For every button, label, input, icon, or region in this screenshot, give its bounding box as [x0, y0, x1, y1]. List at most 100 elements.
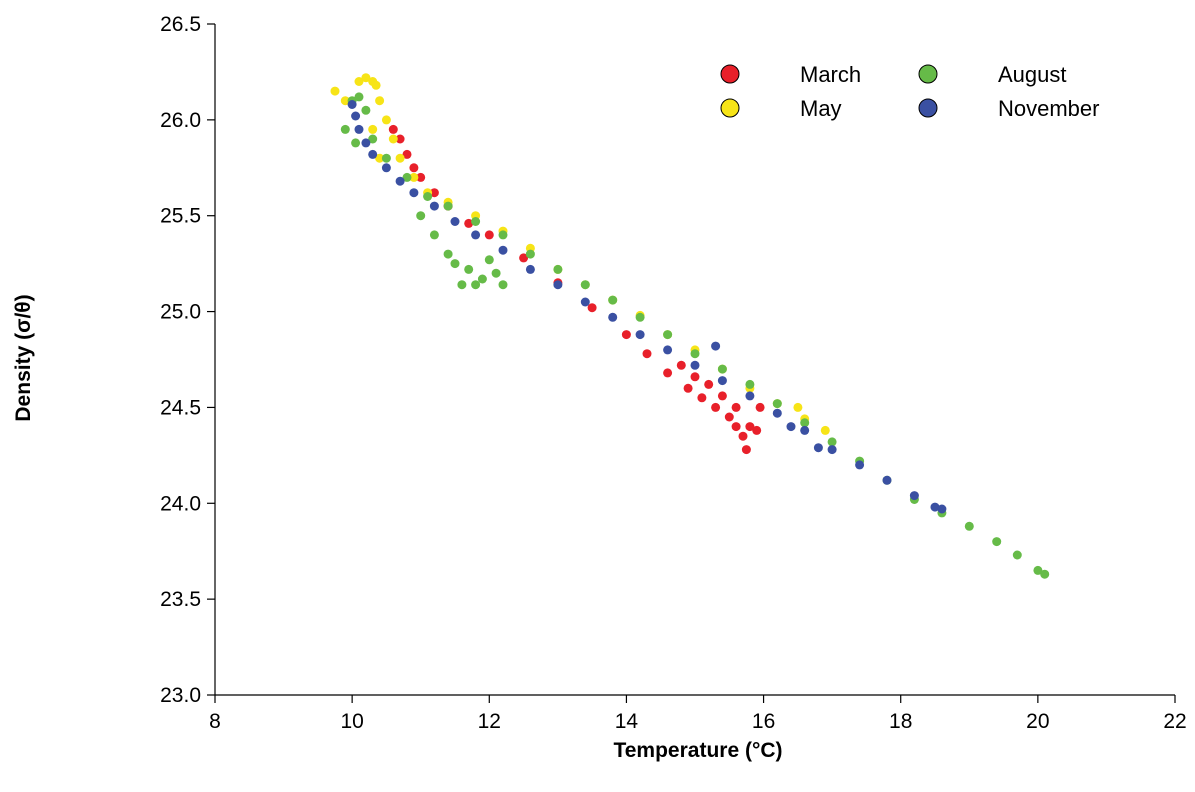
point-november-1: [351, 111, 361, 121]
point-november-22: [800, 425, 810, 435]
point-august-10: [471, 217, 481, 226]
point-november-19: [717, 376, 727, 386]
point-august-41: [498, 280, 508, 290]
point-august-30: [1012, 550, 1022, 560]
point-november-31: [786, 422, 796, 432]
series-november: [347, 100, 947, 514]
legend-marker-may: [720, 98, 740, 118]
point-august-4: [351, 138, 361, 148]
x-tick-label-1: 10: [340, 710, 363, 733]
point-november-14: [580, 297, 590, 307]
point-november-8: [429, 201, 439, 211]
point-march-3: [409, 163, 419, 173]
point-august-29: [992, 537, 1002, 547]
point-august-16: [635, 312, 645, 322]
point-august-35: [443, 249, 453, 259]
point-august-42: [457, 280, 467, 290]
point-august-13: [553, 264, 563, 274]
legend-label-november: November: [998, 96, 1099, 121]
point-march-21: [741, 445, 751, 455]
point-march-29: [690, 372, 700, 382]
point-august-14: [580, 280, 590, 290]
point-november-26: [909, 491, 919, 501]
legend-label-may: May: [800, 96, 842, 121]
legend-label-august: August: [998, 62, 1067, 87]
point-march-19: [731, 422, 741, 432]
point-november-30: [813, 443, 823, 453]
point-august-32: [1040, 569, 1050, 579]
point-march-25: [704, 379, 714, 389]
point-march-18: [724, 412, 734, 422]
legend: March May August November: [720, 62, 1099, 121]
x-tick-label-4: 16: [752, 710, 775, 733]
point-march-8: [484, 230, 494, 240]
point-august-34: [429, 230, 439, 240]
point-august-28: [964, 521, 974, 531]
point-august-0: [340, 124, 350, 134]
point-august-19: [717, 364, 727, 374]
point-november-25: [882, 475, 892, 485]
point-august-33: [416, 211, 426, 221]
y-tick-label-2: 24.0: [160, 492, 201, 515]
point-august-17: [663, 330, 673, 340]
point-november-21: [772, 408, 782, 418]
point-march-13: [642, 349, 652, 359]
point-november-20: [745, 391, 755, 401]
point-august-37: [464, 264, 474, 274]
point-august-9: [443, 201, 453, 211]
y-axis-title: Density (σ/θ): [12, 294, 35, 421]
point-august-31: [1033, 565, 1043, 575]
point-may-11: [395, 153, 405, 163]
point-august-18: [690, 349, 700, 359]
point-august-39: [471, 280, 481, 290]
y-tick-label-0: 23.0: [160, 684, 201, 707]
point-march-26: [676, 360, 686, 370]
point-march-4: [416, 172, 426, 182]
point-november-7: [409, 188, 419, 198]
x-tick-label-6: 20: [1026, 710, 1049, 733]
y-tick-label-3: 24.5: [160, 396, 201, 419]
point-march-5: [429, 188, 439, 198]
legend-marker-march: [720, 64, 740, 84]
point-august-23: [827, 437, 837, 447]
legend-marker-august: [918, 64, 938, 84]
point-august-12: [525, 249, 535, 259]
point-november-0: [347, 100, 357, 109]
legend-marker-november: [918, 98, 938, 118]
point-november-5: [381, 163, 391, 173]
point-august-8: [423, 192, 433, 201]
point-may-8: [388, 134, 398, 144]
point-march-28: [755, 402, 765, 412]
x-axis-title: Temperature (°C): [613, 739, 782, 762]
x-tick-label-3: 14: [615, 710, 639, 733]
point-august-3: [361, 105, 371, 115]
point-august-20: [745, 379, 755, 389]
point-march-2: [402, 149, 412, 159]
point-august-43: [484, 255, 494, 265]
point-march-24: [717, 391, 727, 401]
point-august-11: [498, 230, 508, 240]
point-november-28: [937, 504, 947, 514]
point-november-29: [711, 341, 721, 351]
x-tick-label-7: 22: [1163, 710, 1186, 733]
data-points: [330, 73, 1050, 579]
point-march-23: [752, 425, 762, 435]
point-may-0: [330, 86, 340, 96]
point-march-22: [745, 422, 755, 432]
point-march-12: [621, 330, 631, 340]
point-november-18: [690, 360, 700, 370]
point-august-2: [354, 92, 364, 102]
point-november-9: [450, 217, 460, 226]
point-august-36: [450, 259, 460, 269]
point-november-27: [930, 502, 940, 512]
point-november-6: [395, 176, 405, 186]
y-tick-label-4: 25.0: [160, 301, 201, 324]
point-august-6: [381, 153, 391, 163]
point-august-5: [368, 134, 378, 144]
point-november-17: [663, 345, 673, 355]
point-march-20: [738, 431, 748, 441]
point-august-38: [477, 274, 487, 284]
point-march-16: [697, 393, 707, 403]
point-may-3: [361, 73, 371, 83]
